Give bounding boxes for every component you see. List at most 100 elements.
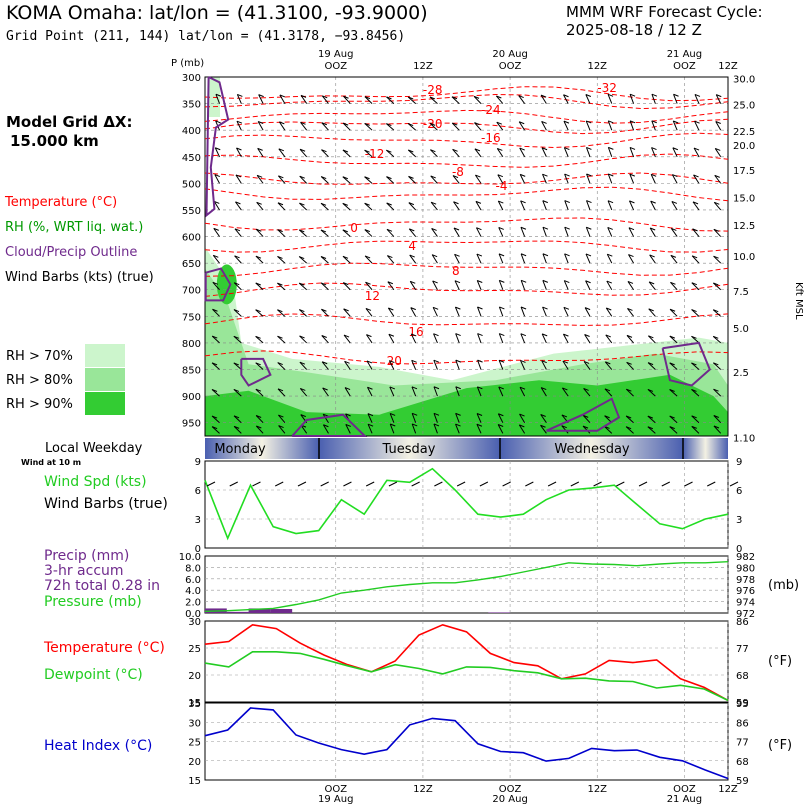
wind-barb (255, 415, 264, 424)
wind-barb (649, 254, 655, 258)
wind-barb (455, 386, 460, 397)
wind-barb (715, 147, 721, 151)
wind-barb (606, 307, 612, 311)
wind-barb (520, 360, 526, 370)
wind-barb (322, 413, 329, 423)
wind-barb (345, 413, 351, 417)
wind-barb (626, 335, 634, 344)
weekday-label: Monday (214, 442, 266, 457)
wind-barb (604, 361, 613, 370)
wind-panel-tick-label: 9 (195, 457, 201, 468)
legend-dewpoint-series: Dewpoint (°C) (44, 667, 143, 683)
wind-barb (255, 255, 264, 264)
wind-barb (278, 148, 286, 158)
legend-precip-accum: 3-hr accum (44, 563, 124, 579)
wind-barb (607, 94, 613, 104)
surface-wind-barb (502, 481, 511, 487)
wind-barb (453, 201, 460, 211)
wind-barb (650, 200, 656, 204)
wind-barb (214, 200, 220, 204)
wind-barb (453, 227, 460, 231)
rh-shading (216, 264, 237, 305)
wind-barb (233, 335, 240, 339)
wind-barb (519, 413, 526, 423)
isotherm-line (204, 217, 729, 232)
wind-barb (498, 227, 504, 237)
wind-barb (692, 228, 698, 232)
heat-panel-right-tick-label: 95 (736, 699, 749, 710)
wind-barb (430, 201, 437, 205)
wind-barb (298, 256, 305, 260)
wind-barb (626, 361, 634, 370)
wind-barb (540, 424, 547, 434)
wind-barb (497, 424, 504, 427)
precip-panel-right-tick-label: 980 (736, 563, 755, 574)
wind-barb (651, 93, 658, 97)
wind-barb (408, 228, 417, 237)
wind-barb (365, 307, 372, 311)
wind-barb (497, 413, 504, 423)
kft-tick-label: 10.0 (733, 252, 755, 263)
wind-barb (564, 253, 570, 257)
wind-barb (476, 280, 482, 290)
wind-barb (451, 96, 460, 104)
wind-barb (255, 388, 262, 392)
wind-barb (498, 333, 504, 344)
wind-barb (342, 202, 348, 206)
wind-barb (387, 307, 395, 317)
wind-barb (344, 361, 351, 370)
wind-barb (364, 255, 371, 259)
wind-barb (453, 227, 460, 237)
wind-barb (541, 147, 547, 157)
rh-swatch (85, 344, 125, 367)
wind-barb (213, 254, 219, 258)
pressure-tick-label: 750 (182, 312, 201, 323)
wind-barb (255, 362, 264, 370)
wind-barb (607, 253, 613, 257)
wind-barb (714, 201, 720, 205)
wind-barb (694, 120, 700, 131)
wind-barb (433, 359, 440, 363)
wind-barb (626, 361, 632, 365)
wind-barb (606, 280, 613, 290)
dewpoint-line (204, 650, 729, 702)
wind-barb (451, 122, 460, 131)
wind-barb (647, 362, 656, 370)
wind-barb (277, 202, 286, 211)
precip-bar (226, 611, 249, 613)
wind-barb (691, 415, 697, 419)
wind-barb (542, 173, 547, 184)
wind-barb (430, 149, 438, 158)
wind-barb (411, 359, 417, 363)
wind-barb (431, 254, 438, 264)
wind-barb (476, 253, 482, 264)
wind-barb (298, 256, 308, 264)
wind-barb (561, 425, 569, 434)
wind-barb (562, 360, 569, 364)
wind-barb (542, 200, 548, 204)
wind-barb (408, 175, 417, 184)
wind-barb (387, 255, 395, 264)
wind-barb (691, 362, 697, 366)
surface-wind-barb (252, 481, 261, 487)
wind-barb (604, 415, 610, 419)
wind-barb (299, 309, 308, 317)
wind-barb (455, 333, 461, 337)
wind-barb (455, 386, 461, 390)
wind-barb (386, 202, 395, 211)
wind-barb (321, 149, 329, 158)
wind-barb (498, 253, 504, 264)
surface-wind-barb (206, 481, 216, 487)
heat-panel-tick-label: 25 (188, 738, 201, 749)
wind-barb (389, 360, 395, 364)
wind-barb (691, 282, 700, 291)
wind-barb (540, 414, 546, 417)
wind-barb (277, 388, 286, 397)
wind-barb (234, 282, 240, 286)
wind-barb (433, 333, 439, 337)
wind-barb (713, 228, 720, 232)
wind-barb (323, 413, 329, 417)
wind-barb (716, 94, 722, 98)
wind-barb (433, 333, 438, 344)
kft-tick-label: 15.0 (733, 194, 755, 205)
